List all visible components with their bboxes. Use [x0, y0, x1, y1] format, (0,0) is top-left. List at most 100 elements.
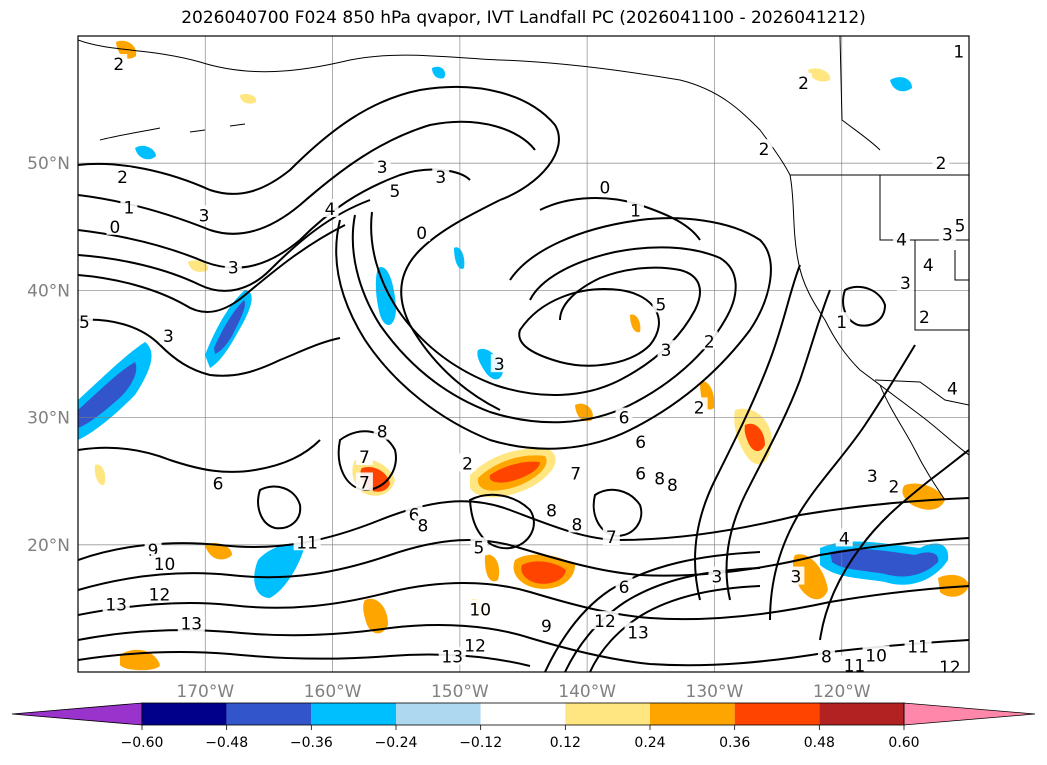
contour-label-bg [373, 421, 391, 440]
alaska-canada-border [839, 36, 881, 151]
contour-label: 4 [947, 379, 958, 399]
contour-south-2 [78, 537, 969, 591]
contour-label: 2 [704, 332, 715, 352]
contour-label: 10 [469, 601, 491, 621]
colorbar-extend-low [11, 702, 143, 726]
contour-label: 8 [418, 517, 429, 537]
lon-label: 120°W [813, 682, 871, 702]
contour-label-bg [224, 257, 242, 276]
contour-inner-loop [518, 288, 660, 367]
contour-label-bg [700, 331, 718, 350]
contour-label-bg [490, 354, 508, 373]
contour-label: 11 [907, 638, 929, 658]
contour-label: 3 [199, 206, 210, 226]
colorbar-frame [141, 702, 905, 726]
contour-label: 5 [656, 295, 667, 315]
contour-label-bg [936, 656, 964, 672]
contour-label-bg [461, 635, 489, 654]
contour-label: 6 [619, 409, 630, 429]
lon-label: 140°W [558, 682, 616, 702]
lat-label: 50°N [27, 154, 70, 174]
contour-label-bg [470, 537, 488, 556]
contour-label: 0 [416, 224, 427, 244]
contour-label: 3 [435, 168, 446, 188]
contour-label-bg [568, 514, 586, 533]
colorbar-segment [142, 703, 227, 725]
contour-label: 12 [939, 658, 961, 678]
shade-blue-west-core [78, 362, 137, 428]
shade-blue-e [135, 145, 156, 160]
contour-label: 3 [900, 274, 911, 294]
contour-jet-3 [589, 585, 761, 672]
lat-label: 40°N [27, 281, 70, 301]
contour-label-bg [833, 312, 851, 331]
shade-red-c [521, 561, 566, 584]
contour-label-bg [120, 197, 138, 216]
contour-label-bg [195, 205, 213, 224]
contour-label-bg [321, 198, 339, 217]
contour-label-bg [932, 153, 950, 172]
shade-orange-p [808, 68, 831, 82]
contour-label: 1 [953, 42, 964, 62]
contour-label: 2 [694, 398, 705, 418]
contour-label-bg [591, 611, 619, 630]
contour-label-bg [943, 378, 961, 397]
contour-label-bg [114, 167, 132, 186]
contour-label-bg [438, 646, 466, 665]
contour-label: 5 [474, 538, 485, 558]
contour-label-bg [102, 594, 130, 613]
colorbar-ticks: −0.60 −0.48 −0.36 −0.24 −0.12 0.12 0.24 0.36 0.4… [121, 725, 920, 751]
contour-label: 2 [117, 168, 128, 188]
contour-label-bg [835, 528, 853, 547]
contour-label-bg [615, 576, 633, 595]
shade-red-center [489, 461, 540, 483]
contour-label: 0 [600, 178, 611, 198]
shade-blue-ribbon-core [214, 300, 246, 354]
lat-label: 20°N [27, 536, 70, 556]
contour-label: 4 [923, 256, 934, 276]
contour-label-bg [209, 473, 227, 492]
contour-label: 6 [213, 475, 224, 495]
contour-label: 2 [759, 140, 770, 160]
contour-label: 4 [325, 200, 336, 220]
contour-label-bg [78, 312, 93, 331]
contour-label: 11 [296, 533, 318, 553]
contour-label-bg [537, 616, 555, 635]
colorbar-tick-label: −0.12 [459, 735, 502, 751]
contour-label: 2 [462, 454, 473, 474]
shade-orange-h [363, 598, 388, 634]
shade-orange-i [205, 543, 232, 560]
shade-orange-f [902, 483, 945, 510]
contour-label: 3 [942, 225, 953, 245]
contour-label-bg [904, 636, 932, 655]
contour-label-bg [708, 566, 726, 585]
shade-blue-g [890, 77, 912, 92]
contour-label: 6 [619, 578, 630, 598]
colorbar-segment [396, 703, 481, 725]
contour-label-bg [543, 500, 561, 519]
contour-label: 7 [359, 473, 370, 493]
colorbar-tick-label: 0.36 [719, 735, 750, 751]
contour-label-bg [177, 613, 205, 632]
colorbar-tick-label: 0.24 [634, 735, 665, 751]
contour-label-bg [817, 646, 835, 665]
colorbar-segment [565, 703, 650, 725]
shade-orange-q [188, 260, 209, 272]
shade-orange-s [94, 464, 106, 486]
colorbar-segment [734, 703, 820, 725]
colorbar-tick-label: 0.60 [888, 735, 919, 751]
longitude-labels: 170°W 160°W 150°W 140°W 130°W 120°W [176, 682, 870, 702]
contour-label: 13 [180, 615, 202, 635]
contour-label-bg [915, 307, 933, 326]
contour-label: 5 [390, 182, 401, 202]
contour-label: 8 [821, 648, 832, 668]
contour-label: 3 [790, 568, 801, 588]
contour-label-bg [293, 532, 321, 551]
contour-label: 3 [163, 327, 174, 347]
contour-label-bg [145, 584, 173, 603]
colorbar-tick-label: −0.24 [375, 735, 418, 751]
latitude-labels: 20°N 30°N 40°N 50°N [27, 154, 70, 556]
lon-label: 130°W [686, 682, 744, 702]
contour-label-bg [950, 41, 968, 60]
